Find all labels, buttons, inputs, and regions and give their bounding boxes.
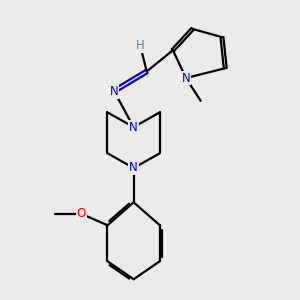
- Text: N: N: [129, 161, 138, 175]
- Text: N: N: [182, 71, 190, 85]
- Text: O: O: [77, 207, 86, 220]
- Text: N: N: [110, 85, 118, 98]
- Text: H: H: [136, 39, 145, 52]
- Text: N: N: [129, 121, 138, 134]
